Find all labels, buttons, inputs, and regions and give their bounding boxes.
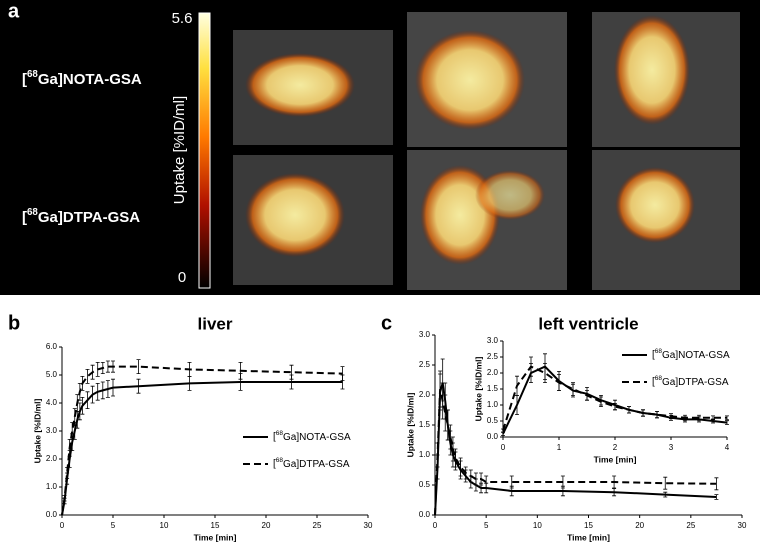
x-tick-label: 15 — [584, 521, 593, 530]
y-tick-label: 2.5 — [419, 360, 431, 369]
y-tick-label: 1.0 — [419, 450, 431, 459]
y-tick-label: 2.5 — [487, 352, 499, 361]
error-bar — [289, 364, 294, 380]
x-tick-label: 10 — [160, 521, 169, 530]
x-tick-label: 10 — [533, 521, 542, 530]
y-tick-label: 6.0 — [46, 342, 58, 351]
error-bar — [711, 415, 715, 421]
y-tick-label: 4.0 — [46, 398, 58, 407]
error-bar — [136, 359, 141, 374]
x-tick-label: 15 — [211, 521, 220, 530]
y-tick-label: 2.0 — [419, 390, 431, 399]
y-tick-label: 1.0 — [487, 400, 499, 409]
panel-label: b — [8, 312, 20, 334]
error-bar — [571, 382, 575, 396]
x-axis-label: Time [min] — [594, 454, 637, 464]
y-tick-label: 0.5 — [419, 480, 431, 489]
error-bar — [714, 477, 719, 491]
chart-title: left ventricle — [538, 314, 638, 333]
legend-label: [68Ga]NOTA-GSA — [273, 430, 351, 442]
legend-label: [68Ga]DTPA-GSA — [273, 457, 350, 469]
x-tick-label: 4 — [725, 443, 730, 452]
y-tick-label: 0.0 — [487, 432, 499, 441]
y-tick-label: 0.0 — [419, 510, 431, 519]
colorbar-label: Uptake [%ID/ml] — [171, 96, 188, 204]
series-line — [434, 388, 717, 516]
x-tick-label: 30 — [364, 521, 373, 530]
error-bar — [663, 476, 668, 490]
row-label: [68Ga]DTPA-GSA — [22, 207, 140, 226]
y-axis-label: Uptake [%ID/ml] — [405, 392, 415, 457]
x-tick-label: 25 — [313, 521, 322, 530]
series-line — [434, 382, 717, 516]
panel-label: c — [381, 312, 392, 334]
y-axis-label: Uptake [%ID/ml] — [473, 356, 483, 421]
error-bar — [453, 448, 458, 468]
panel-label: a — [8, 0, 20, 22]
error-bar — [445, 409, 450, 441]
y-tick-label: 1.0 — [46, 482, 58, 491]
y-tick-label: 2.0 — [487, 368, 499, 377]
error-bar — [458, 457, 463, 477]
x-tick-label: 0 — [433, 521, 438, 530]
error-bar — [85, 369, 90, 384]
y-tick-label: 1.5 — [419, 420, 431, 429]
chart-title: liver — [198, 314, 233, 333]
x-tick-label: 1 — [557, 443, 562, 452]
y-tick-label: 1.5 — [487, 384, 499, 393]
x-tick-label: 30 — [738, 521, 747, 530]
error-bar — [613, 403, 617, 411]
x-tick-label: 5 — [111, 521, 116, 530]
x-tick-label: 25 — [686, 521, 695, 530]
colorbar-tick-label: 0 — [178, 269, 186, 286]
x-tick-label: 2 — [613, 443, 618, 452]
y-tick-label: 3.0 — [487, 336, 499, 345]
error-bar — [509, 475, 514, 489]
y-tick-label: 0.5 — [487, 416, 499, 425]
series-line — [502, 365, 727, 431]
x-tick-label: 0 — [60, 521, 65, 530]
x-axis-label: Time [min] — [194, 532, 237, 542]
error-bar — [543, 363, 547, 383]
y-tick-label: 3.0 — [46, 426, 58, 435]
mri-images — [233, 12, 740, 290]
row-label: [68Ga]NOTA-GSA — [22, 69, 142, 88]
error-bar — [443, 394, 448, 432]
y-tick-label: 5.0 — [46, 370, 58, 379]
x-tick-label: 5 — [484, 521, 489, 530]
x-axis-label: Time [min] — [567, 532, 610, 542]
error-bar — [697, 414, 701, 421]
x-tick-label: 0 — [501, 443, 506, 452]
y-tick-label: 0.0 — [46, 510, 58, 519]
x-tick-label: 3 — [669, 443, 674, 452]
error-bar — [448, 424, 453, 450]
error-bar — [714, 494, 719, 500]
y-axis-label: Uptake [%ID/ml] — [32, 398, 42, 463]
legend-label: [68Ga]NOTA-GSA — [652, 348, 730, 360]
y-tick-label: 3.0 — [419, 330, 431, 339]
series-line — [61, 381, 343, 516]
series-line — [61, 365, 343, 516]
colorbar — [198, 12, 211, 289]
y-tick-label: 2.0 — [46, 454, 58, 463]
x-tick-label: 20 — [635, 521, 644, 530]
x-tick-label: 20 — [262, 521, 271, 530]
legend-label: [68Ga]DTPA-GSA — [652, 375, 729, 387]
error-bar — [655, 411, 659, 419]
colorbar-tick-label: 5.6 — [172, 10, 193, 27]
